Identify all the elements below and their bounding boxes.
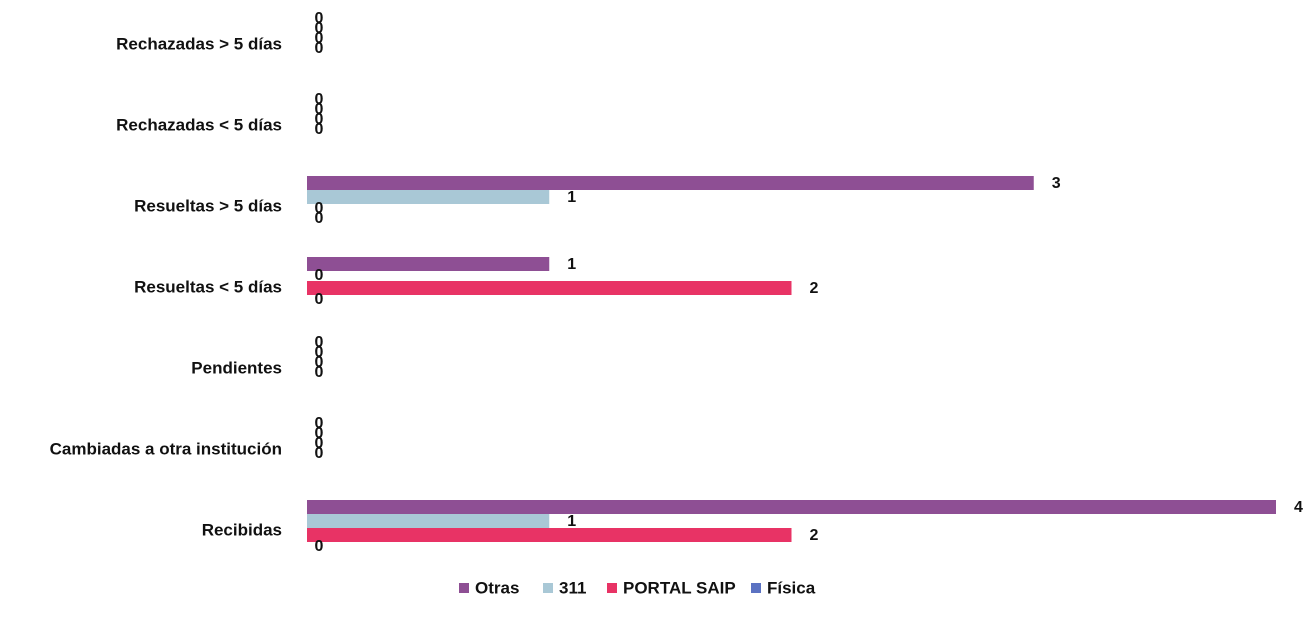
bar <box>307 190 550 204</box>
data-label: 3 <box>1052 175 1061 192</box>
bar <box>307 500 1276 514</box>
legend-swatch <box>459 583 469 593</box>
data-label: 2 <box>810 280 819 297</box>
category-labels: Rechazadas > 5 días Rechazadas < 5 días Re… <box>50 34 282 539</box>
data-label: 0 <box>315 425 324 442</box>
data-label: 4 <box>1294 499 1303 516</box>
data-label: 0 <box>315 364 324 381</box>
bar <box>307 528 792 542</box>
data-label: 0 <box>315 344 324 361</box>
category-label: Pendientes <box>191 358 282 377</box>
category-label: Recibidas <box>202 520 282 539</box>
bars <box>307 176 1276 542</box>
legend-swatch <box>543 583 553 593</box>
data-label: 0 <box>315 40 324 57</box>
data-label: 0 <box>315 445 324 462</box>
data-label: 1 <box>567 189 576 206</box>
data-label: 0 <box>315 121 324 138</box>
category-label: Rechazadas < 5 días <box>116 115 282 134</box>
legend-label: Física <box>767 578 816 597</box>
legend-swatch <box>607 583 617 593</box>
data-label: 0 <box>315 267 324 284</box>
category-label: Resueltas < 5 días <box>134 277 282 296</box>
data-label: 0 <box>315 334 324 351</box>
bar <box>307 514 550 528</box>
data-label: 0 <box>315 415 324 432</box>
bar <box>307 176 1034 190</box>
data-label: 0 <box>315 30 324 47</box>
data-label: 0 <box>315 435 324 452</box>
legend-label: Otras <box>475 578 519 597</box>
data-label: 0 <box>315 538 324 555</box>
legend-swatch <box>751 583 761 593</box>
category-label: Cambiadas a otra institución <box>50 439 282 458</box>
data-label: 0 <box>315 200 324 217</box>
data-label: 0 <box>315 101 324 118</box>
data-label: 0 <box>315 111 324 128</box>
category-label: Rechazadas > 5 días <box>116 34 282 53</box>
legend-label: 311 <box>559 578 586 597</box>
data-label: 0 <box>315 91 324 108</box>
data-label: 0 <box>315 20 324 37</box>
legend: Otras 311 PORTAL SAIP Física <box>459 578 816 597</box>
category-label: Resueltas > 5 días <box>134 196 282 215</box>
data-label: 0 <box>315 210 324 227</box>
data-label: 0 <box>315 291 324 308</box>
data-label: 1 <box>567 256 576 273</box>
data-label: 1 <box>567 513 576 530</box>
bar <box>307 281 792 295</box>
data-label: 0 <box>315 354 324 371</box>
bar <box>307 257 550 271</box>
data-label: 0 <box>315 10 324 27</box>
legend-label: PORTAL SAIP <box>623 578 736 597</box>
data-label: 2 <box>810 527 819 544</box>
